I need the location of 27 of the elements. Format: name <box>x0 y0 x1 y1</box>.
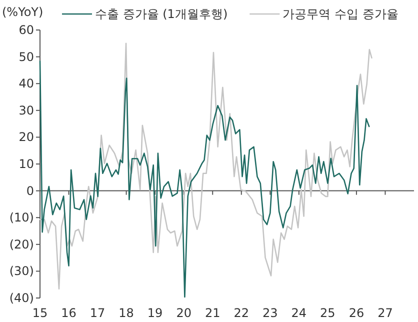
x-tick-label: 24 <box>291 306 307 320</box>
y-tick-label: (20) <box>9 237 34 252</box>
x-tick-label: 17 <box>90 306 106 320</box>
y-axis-title: (%YoY) <box>2 5 44 19</box>
x-tick-label: 21 <box>204 306 220 320</box>
y-tick-label: 50 <box>18 50 34 64</box>
legend-label: 수출 증가율 (1개월후행) <box>95 7 228 21</box>
x-tick-label: 22 <box>234 306 250 320</box>
legend-label: 가공무역 수입 증가율 <box>282 7 398 21</box>
y-tick-label: (30) <box>9 264 34 278</box>
y-tick-label: (10) <box>9 210 34 225</box>
x-tick-label: 15 <box>32 306 48 320</box>
y-tick-label: 10 <box>18 157 34 171</box>
y-tick-label: (40) <box>9 291 34 305</box>
x-tick-label: 26 <box>348 306 364 320</box>
y-tick-label: 40 <box>18 76 34 91</box>
x-tick-label: 25 <box>320 306 336 320</box>
x-tick-label: 27 <box>378 306 393 320</box>
x-tick-label: 18 <box>118 306 134 320</box>
x-tick-label: 19 <box>147 306 163 320</box>
y-tick-label: 20 <box>18 130 34 144</box>
y-tick-label: 60 <box>18 23 34 37</box>
x-tick-label: 16 <box>61 306 76 320</box>
y-tick-label: 0 <box>26 184 34 198</box>
x-tick-label: 23 <box>262 306 278 320</box>
x-tick-label: 20 <box>176 306 192 320</box>
y-tick-label: 30 <box>18 103 34 118</box>
